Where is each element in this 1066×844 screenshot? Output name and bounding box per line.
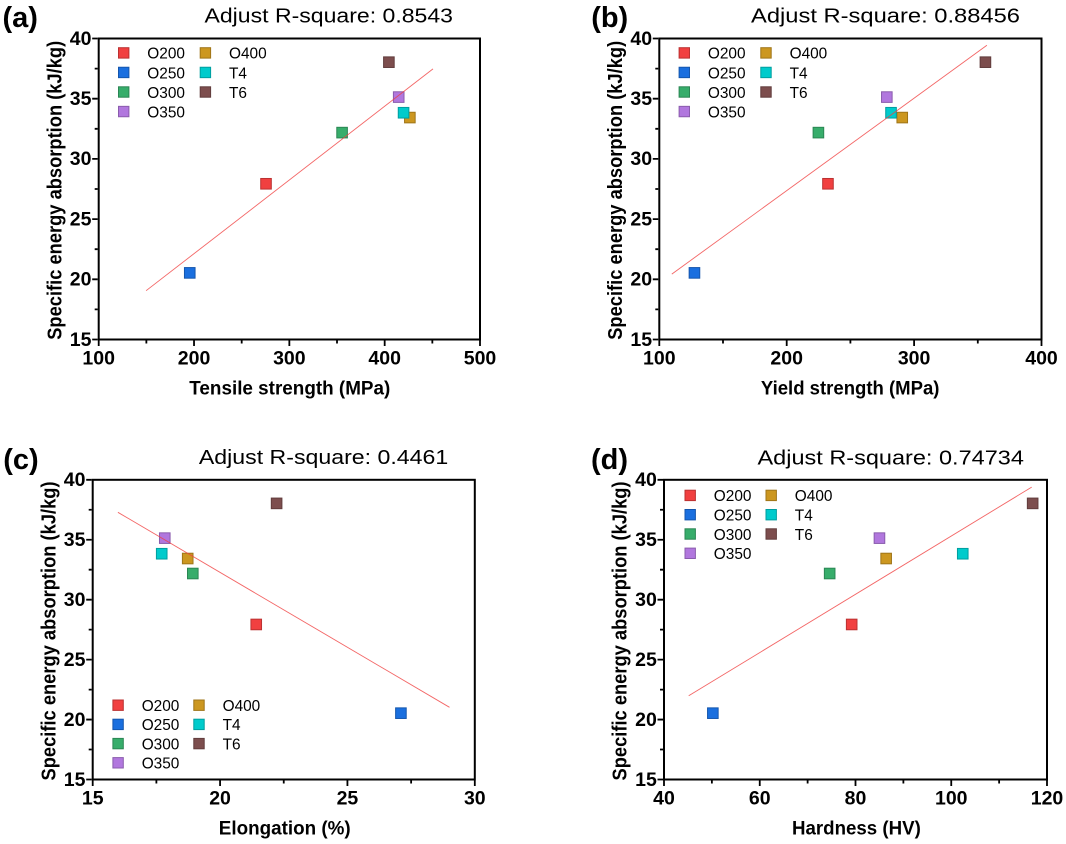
svg-text:O300: O300	[147, 85, 185, 102]
svg-text:30: 30	[635, 589, 657, 611]
svg-text:20: 20	[64, 709, 86, 731]
svg-text:20: 20	[209, 788, 231, 810]
svg-text:Adjust R-square: 0.74734: Adjust R-square: 0.74734	[758, 448, 1024, 470]
svg-text:O250: O250	[708, 65, 746, 82]
svg-text:15: 15	[635, 769, 657, 791]
svg-text:15: 15	[70, 329, 92, 351]
svg-text:O250: O250	[714, 508, 752, 525]
svg-text:(a): (a)	[3, 2, 38, 34]
svg-text:35: 35	[635, 529, 657, 551]
svg-text:25: 25	[635, 649, 657, 671]
svg-text:300: 300	[273, 348, 306, 370]
svg-text:O200: O200	[708, 46, 746, 63]
svg-text:O350: O350	[714, 546, 752, 563]
svg-text:O200: O200	[142, 698, 180, 715]
svg-text:25: 25	[337, 788, 359, 810]
svg-text:T4: T4	[790, 65, 808, 82]
svg-text:O200: O200	[147, 46, 185, 63]
svg-text:25: 25	[630, 208, 652, 230]
svg-text:25: 25	[64, 649, 86, 671]
svg-text:15: 15	[82, 788, 104, 810]
svg-text:T6: T6	[795, 527, 813, 544]
svg-text:Yield strength (MPa): Yield strength (MPa)	[761, 379, 940, 400]
svg-text:25: 25	[70, 208, 92, 230]
svg-text:O200: O200	[714, 488, 752, 505]
svg-text:(b): (b)	[591, 2, 628, 34]
svg-text:40: 40	[70, 28, 92, 50]
svg-text:35: 35	[64, 529, 86, 551]
svg-text:(c): (c)	[3, 444, 38, 476]
svg-text:T4: T4	[223, 717, 241, 734]
svg-text:Specific energy absorption (kJ: Specific energy absorption (kJ/kg)	[43, 41, 66, 340]
svg-text:40: 40	[635, 469, 657, 491]
svg-text:35: 35	[630, 88, 652, 110]
svg-text:O400: O400	[790, 46, 828, 63]
svg-text:20: 20	[70, 269, 92, 291]
svg-text:Elongation (%): Elongation (%)	[219, 819, 351, 840]
svg-text:300: 300	[898, 348, 931, 370]
svg-text:15: 15	[630, 329, 652, 351]
svg-text:30: 30	[464, 788, 486, 810]
svg-text:(d): (d)	[591, 444, 628, 476]
svg-text:15: 15	[64, 769, 86, 791]
svg-text:T6: T6	[790, 85, 808, 102]
svg-text:30: 30	[630, 148, 652, 170]
svg-text:O400: O400	[223, 698, 261, 715]
svg-text:O300: O300	[142, 736, 180, 753]
svg-text:O300: O300	[714, 527, 752, 544]
svg-text:40: 40	[653, 788, 675, 810]
svg-text:35: 35	[70, 88, 92, 110]
svg-text:60: 60	[749, 788, 771, 810]
svg-text:200: 200	[178, 348, 211, 370]
svg-text:Specific energy absorption (kJ: Specific energy absorption (kJ/kg)	[604, 41, 627, 340]
svg-text:100: 100	[643, 348, 676, 370]
svg-text:Adjust R-square: 0.4461: Adjust R-square: 0.4461	[199, 447, 448, 469]
svg-text:O300: O300	[708, 85, 746, 102]
svg-text:T6: T6	[223, 736, 241, 753]
svg-text:T4: T4	[795, 508, 813, 525]
svg-text:100: 100	[82, 348, 115, 370]
svg-text:100: 100	[935, 788, 968, 810]
svg-text:O400: O400	[229, 46, 267, 63]
svg-text:Adjust R-square: 0.88456: Adjust R-square: 0.88456	[751, 5, 1020, 27]
svg-text:30: 30	[64, 589, 86, 611]
svg-text:T4: T4	[229, 65, 247, 82]
svg-text:80: 80	[845, 788, 867, 810]
svg-text:T6: T6	[229, 85, 247, 102]
svg-text:40: 40	[630, 28, 652, 50]
svg-text:Adjust R-square: 0.8543: Adjust R-square: 0.8543	[205, 5, 454, 27]
svg-text:400: 400	[1025, 348, 1058, 370]
svg-text:O350: O350	[708, 104, 746, 121]
svg-text:O400: O400	[795, 488, 833, 505]
svg-text:Tensile strength (MPa): Tensile strength (MPa)	[189, 379, 390, 400]
svg-text:O350: O350	[142, 756, 180, 773]
svg-text:O250: O250	[142, 717, 180, 734]
svg-text:O350: O350	[147, 104, 185, 121]
svg-text:Specific energy absorption (kJ: Specific energy absorption (kJ/kg)	[609, 481, 632, 780]
svg-text:400: 400	[368, 348, 401, 370]
svg-text:Hardness (HV): Hardness (HV)	[792, 819, 921, 840]
svg-text:20: 20	[635, 709, 657, 731]
svg-text:Specific energy absorption (kJ: Specific energy absorption (kJ/kg)	[37, 481, 60, 780]
svg-text:500: 500	[464, 348, 497, 370]
svg-text:200: 200	[770, 348, 803, 370]
svg-text:40: 40	[64, 469, 86, 491]
svg-text:20: 20	[630, 269, 652, 291]
svg-text:30: 30	[70, 148, 92, 170]
svg-text:O250: O250	[147, 65, 185, 82]
svg-text:120: 120	[1031, 788, 1064, 810]
